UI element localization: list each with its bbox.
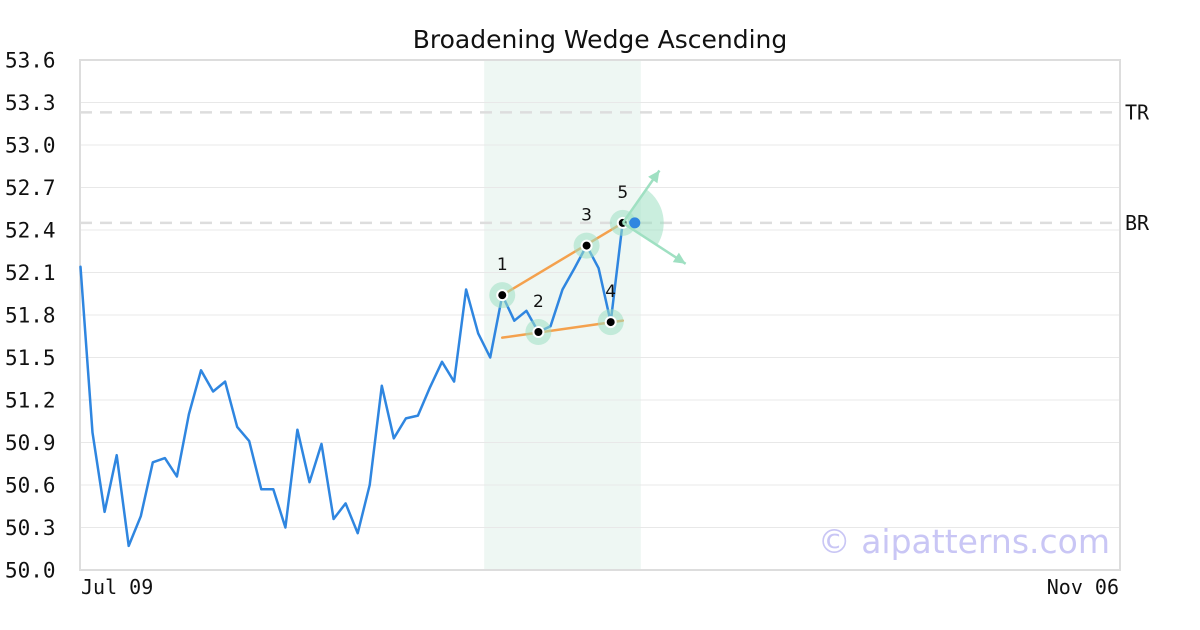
y-tick-label: 53.6: [5, 49, 56, 73]
projection-arrow-down-shaft: [622, 221, 687, 265]
projection-arrow-down-head: [672, 252, 686, 264]
pivot-point-2: [532, 326, 545, 338]
y-tick-label: 53.0: [5, 134, 56, 158]
y-tick-label: 50.6: [5, 474, 56, 498]
breakout-layer: [621, 169, 687, 265]
x-tick-label-start: Jul 09: [81, 575, 153, 599]
y-tick-label: 50.0: [5, 559, 56, 583]
trend-line-upper: [501, 221, 624, 297]
pivot-label-3: 3: [581, 206, 592, 226]
watermark: © aipatterns.com: [818, 522, 1110, 561]
breakout-sector: [622, 189, 664, 246]
pivot-label-2: 2: [533, 292, 544, 312]
pivot-label-1: 1: [497, 255, 508, 275]
pivot-point-1: [496, 289, 509, 302]
breakout-point: [629, 217, 641, 229]
y-tick-label: 52.7: [5, 176, 56, 200]
y-tick-label: 53.3: [5, 91, 56, 115]
y-axis-ticks: 50.0 50.3 50.6 50.9 51.2 51.5 51.8 52.1 52.4 52.7…: [5, 49, 56, 583]
y-tick-label: 51.2: [5, 389, 56, 413]
level-layer: TR BR: [80, 100, 1150, 235]
level-label-br: BR: [1125, 211, 1150, 235]
pivot-label-4: 4: [605, 282, 616, 302]
y-tick-label: 50.3: [5, 516, 56, 540]
level-label-tr: TR: [1125, 100, 1150, 124]
y-tick-label: 50.9: [5, 431, 56, 455]
pivot-point-4: [604, 316, 617, 329]
y-tick-label: 51.5: [5, 346, 56, 370]
x-tick-label-end: Nov 06: [1047, 575, 1119, 599]
projection-arrow-up-head: [648, 170, 660, 184]
pivot-label-5: 5: [617, 183, 628, 203]
y-tick-label: 51.8: [5, 304, 56, 328]
plot-frame: [79, 59, 1121, 571]
y-tick-label: 52.1: [5, 261, 56, 285]
chart-title: Broadening Wedge Ascending: [413, 25, 788, 54]
y-tick-label: 52.4: [5, 219, 56, 243]
pivot-point-3: [580, 239, 593, 252]
